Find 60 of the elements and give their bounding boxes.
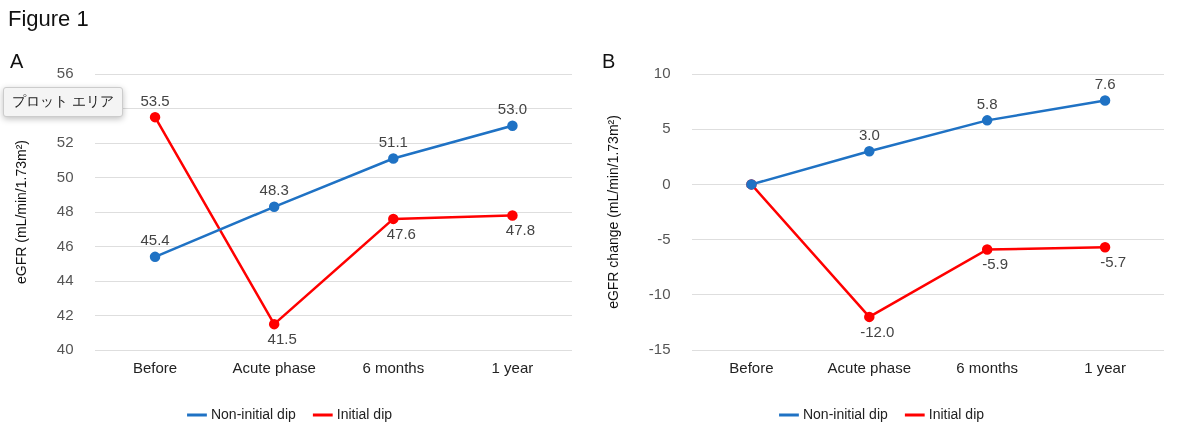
point <box>268 201 280 213</box>
y-axis-title: eGFR change (mL/min/1.73m²) <box>605 115 622 309</box>
y-axis-title: eGFR (mL/min/1.73m²) <box>13 140 30 284</box>
y-tick-label: 10 <box>653 64 671 82</box>
x-tick-label: Before <box>132 359 178 377</box>
y-tick-label: -10 <box>648 284 671 302</box>
data-label: 51.1 <box>378 133 408 151</box>
data-label: 3.0 <box>858 125 880 143</box>
data-label: 48.3 <box>259 181 289 199</box>
legend-label: Initial dip <box>928 405 985 422</box>
data-label: 45.4 <box>140 231 170 249</box>
chart-title: B <box>602 49 616 72</box>
y-tick-label: 42 <box>56 305 74 323</box>
point <box>864 146 875 157</box>
data-label: -5.9 <box>982 255 1009 273</box>
point <box>981 244 993 255</box>
point <box>1099 95 1111 106</box>
chart-title: A <box>10 49 24 72</box>
data-label: 47.8 <box>505 221 536 239</box>
x-tick-label: 6 months <box>956 359 1019 377</box>
y-tick-label: 46 <box>56 236 74 254</box>
y-tick-label: -15 <box>648 340 671 358</box>
x-tick-label: 1 year <box>491 359 534 377</box>
y-tick-label: 0 <box>662 174 671 192</box>
point <box>149 111 161 123</box>
point <box>268 318 280 330</box>
x-tick-label: 6 months <box>362 359 425 377</box>
legend-label: Non-initial dip <box>802 405 888 422</box>
data-label: 41.5 <box>267 329 297 347</box>
point <box>149 251 161 263</box>
y-tick-label: 44 <box>56 271 74 289</box>
data-label: 7.6 <box>1094 75 1116 93</box>
point <box>388 153 399 164</box>
y-tick-label: 50 <box>56 167 74 185</box>
point <box>1099 242 1111 253</box>
y-tick-label: -5 <box>657 229 671 247</box>
legend-label: Initial dip <box>336 405 393 422</box>
data-label: 53.0 <box>497 100 528 118</box>
x-tick-label: Acute phase <box>827 359 911 377</box>
point <box>388 213 399 225</box>
data-label: 47.6 <box>386 224 416 242</box>
x-tick-label: Acute phase <box>232 359 316 377</box>
point <box>507 120 518 131</box>
x-tick-label: 1 year <box>1084 359 1126 377</box>
legend-label: Non-initial dip <box>210 405 296 422</box>
x-tick-label: Before <box>729 359 774 377</box>
data-label: -5.7 <box>1100 252 1126 270</box>
data-label: -12.0 <box>860 322 895 340</box>
y-tick-label: 52 <box>56 133 74 151</box>
y-tick-label: 56 <box>56 64 74 82</box>
point <box>864 311 875 323</box>
data-label: 5.8 <box>976 95 998 113</box>
caption: Figure 1 <box>8 6 89 32</box>
data-label: 53.5 <box>140 91 170 109</box>
annotation: プロット エリア <box>3 87 124 117</box>
y-tick-label: 5 <box>662 119 671 137</box>
y-tick-label: 40 <box>56 340 74 358</box>
y-tick-label: 48 <box>56 202 74 220</box>
point <box>507 210 518 221</box>
point <box>981 115 993 126</box>
